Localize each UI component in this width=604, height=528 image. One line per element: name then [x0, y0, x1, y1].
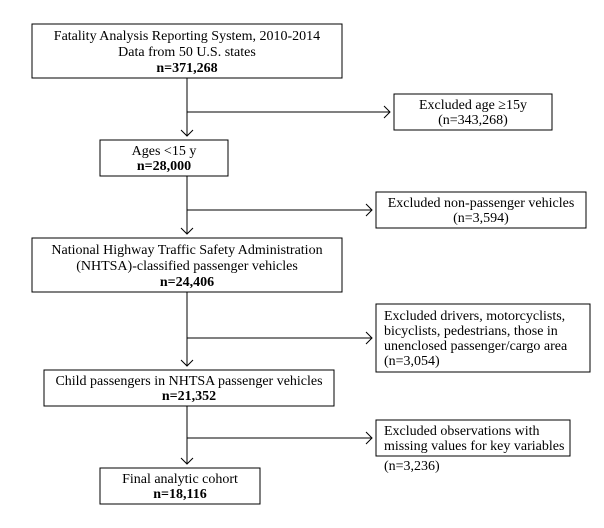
side-0-line-1: (n=343,268) — [438, 113, 508, 128]
main-3-line-1: n=21,352 — [162, 389, 216, 404]
main-4-line-1: n=18,116 — [153, 487, 207, 502]
main-2-line-0: National Highway Traffic Safety Administ… — [51, 243, 322, 258]
main-0-line-1: Data from 50 U.S. states — [118, 45, 256, 60]
side-2-line-1: bicyclists, pedestrians, those in — [384, 324, 558, 339]
main-1-line-0: Ages <15 y — [132, 144, 197, 159]
side-0-line-0: Excluded age ≥15y — [419, 98, 527, 113]
main-0-line-2: n=371,268 — [156, 61, 217, 76]
main-3-line-0: Child passengers in NHTSA passenger vehi… — [55, 374, 322, 389]
main-2-line-2: n=24,406 — [160, 275, 214, 290]
main-1-line-1: n=28,000 — [137, 159, 191, 174]
main-4-line-0: Final analytic cohort — [122, 472, 238, 487]
side-2-line-2: unenclosed passenger/cargo area — [384, 339, 568, 354]
side-3-extra: (n=3,236) — [384, 459, 440, 474]
side-3-line-1: missing values for key variables — [384, 439, 564, 454]
main-0-line-0: Fatality Analysis Reporting System, 2010… — [54, 29, 320, 44]
side-2-line-0: Excluded drivers, motorcyclists, — [384, 309, 565, 324]
side-3-line-0: Excluded observations with — [384, 424, 540, 439]
side-2-line-3: (n=3,054) — [384, 354, 440, 369]
flowchart-canvas: Fatality Analysis Reporting System, 2010… — [0, 0, 604, 528]
side-1-line-1: (n=3,594) — [453, 211, 509, 226]
main-2-line-1: (NHTSA)-classified passenger vehicles — [76, 259, 298, 274]
side-1-line-0: Excluded non-passenger vehicles — [388, 196, 575, 211]
